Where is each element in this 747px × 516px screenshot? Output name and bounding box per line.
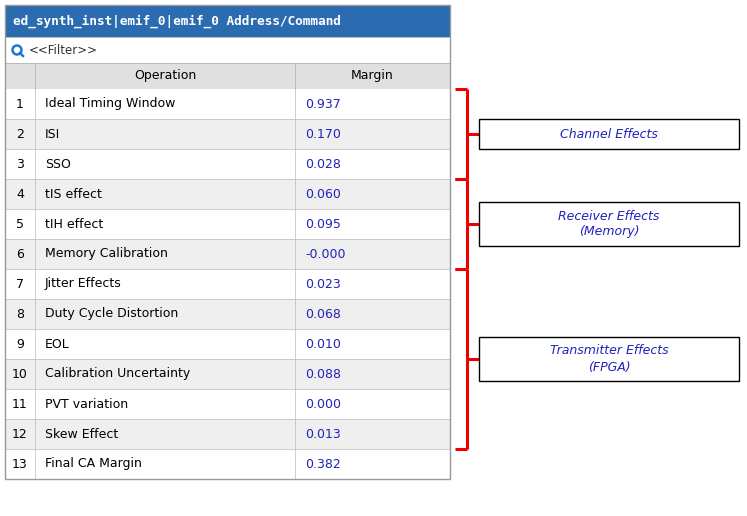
Text: ISI: ISI [45,127,61,140]
Bar [5,269,450,299]
Text: 0.023: 0.023 [305,278,341,291]
Text: 8: 8 [16,308,24,320]
Text: 0.170: 0.170 [305,127,341,140]
Text: 12: 12 [12,427,28,441]
Bar [5,179,450,209]
Text: 6: 6 [16,248,24,261]
Text: 13: 13 [12,458,28,471]
Bar [5,5,450,37]
Text: SSO: SSO [45,157,71,170]
Text: 0.088: 0.088 [305,367,341,380]
Bar [5,329,450,359]
Bar [5,209,450,239]
Text: EOL: EOL [45,337,69,350]
Text: 0.095: 0.095 [305,218,341,231]
Text: 0.000: 0.000 [305,397,341,411]
Text: Final CA Margin: Final CA Margin [45,458,142,471]
Text: 11: 11 [12,397,28,411]
Bar [5,359,450,389]
Text: 5: 5 [16,218,24,231]
Text: 0.010: 0.010 [305,337,341,350]
Text: PVT variation: PVT variation [45,397,128,411]
Text: ed_synth_inst|emif_0|emif_0 Address/Command: ed_synth_inst|emif_0|emif_0 Address/Comm… [13,14,341,28]
Bar [5,449,450,479]
Text: 2: 2 [16,127,24,140]
Text: 0.068: 0.068 [305,308,341,320]
Circle shape [12,45,22,55]
Bar [5,37,450,63]
Text: 0.028: 0.028 [305,157,341,170]
Text: 3: 3 [16,157,24,170]
Text: 4: 4 [16,187,24,201]
Text: tIH effect: tIH effect [45,218,103,231]
Bar [5,119,450,149]
Text: Skew Effect: Skew Effect [45,427,118,441]
Text: 10: 10 [12,367,28,380]
Text: tIS effect: tIS effect [45,187,102,201]
Bar [479,202,739,246]
Bar [5,419,450,449]
Bar [5,89,450,119]
Bar [5,299,450,329]
Bar [5,5,450,479]
Bar [5,63,450,89]
Text: Transmitter Effects
(FPGA): Transmitter Effects (FPGA) [550,345,669,374]
Bar [5,149,450,179]
Text: 9: 9 [16,337,24,350]
Text: Memory Calibration: Memory Calibration [45,248,168,261]
Text: 1: 1 [16,98,24,110]
Bar [5,239,450,269]
Text: 0.060: 0.060 [305,187,341,201]
Text: 0.382: 0.382 [305,458,341,471]
Text: 0.937: 0.937 [305,98,341,110]
Bar [479,337,739,381]
Text: 7: 7 [16,278,24,291]
Text: Jitter Effects: Jitter Effects [45,278,122,291]
Bar [5,389,450,419]
Text: Margin: Margin [351,70,394,83]
Text: -0.000: -0.000 [305,248,346,261]
Bar [479,119,739,149]
Text: Duty Cycle Distortion: Duty Cycle Distortion [45,308,179,320]
Text: Ideal Timing Window: Ideal Timing Window [45,98,176,110]
Text: 0.013: 0.013 [305,427,341,441]
Text: Calibration Uncertainty: Calibration Uncertainty [45,367,190,380]
Text: <<Filter>>: <<Filter>> [29,43,98,56]
Circle shape [12,45,22,55]
Text: Operation: Operation [134,70,196,83]
Text: Channel Effects: Channel Effects [560,127,658,140]
Text: Receiver Effects
(Memory): Receiver Effects (Memory) [558,209,660,238]
